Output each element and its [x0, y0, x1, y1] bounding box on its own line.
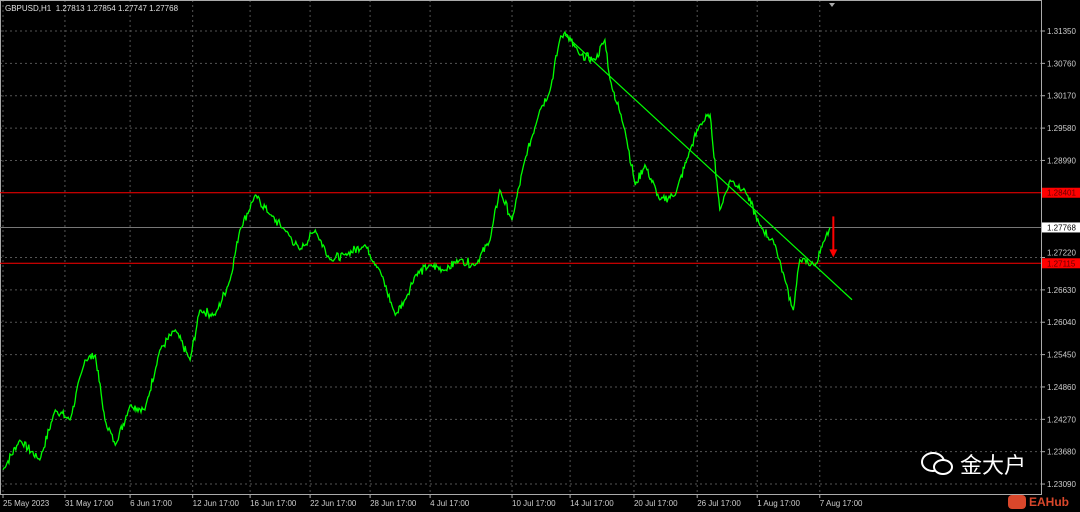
x-tick-label: 22 Jun 17:00 [310, 499, 357, 508]
ohlc-values: 1.27813 1.27854 1.27747 1.27768 [55, 4, 179, 13]
y-tick-label: 1.23680 [1047, 448, 1076, 457]
x-tick-label: 26 Jul 17:00 [697, 499, 741, 508]
y-tick-label: 1.27220 [1047, 248, 1076, 257]
plot-border [0, 0, 1042, 495]
wechat-icon [921, 452, 953, 475]
symbol-label: GBPUSD,H1 [5, 4, 52, 13]
chart-header: GBPUSD,H1 1.27813 1.27854 1.27747 1.2776… [5, 4, 178, 13]
y-tick-label: 1.26040 [1047, 318, 1076, 327]
x-tick-label: 10 Jul 17:00 [512, 499, 556, 508]
eahub-watermark: EAHub [1008, 495, 1069, 509]
x-tick-label: 6 Jun 17:00 [130, 499, 172, 508]
x-tick-label: 25 May 2023 [3, 499, 50, 508]
y-tick-label: 1.26630 [1047, 286, 1076, 295]
x-tick-label: 20 Jul 17:00 [634, 499, 678, 508]
current-price-label: 1.27768 [1047, 223, 1076, 232]
y-tick-label: 1.24860 [1047, 383, 1076, 392]
price-label: 1.27115 [1047, 259, 1076, 268]
eahub-text: EAHub [1029, 495, 1069, 509]
y-tick-label: 1.31350 [1047, 27, 1076, 36]
y-tick-label: 1.28990 [1047, 156, 1076, 165]
x-tick-label: 16 Jun 17:00 [250, 499, 297, 508]
arrow-down-icon [829, 249, 838, 258]
watermark: 金大户 [920, 448, 1026, 480]
y-tick-label: 1.29580 [1047, 124, 1076, 133]
y-tick-label: 1.30170 [1047, 92, 1076, 101]
y-tick-label: 1.25450 [1047, 351, 1076, 360]
eahub-logo-icon [1008, 495, 1026, 509]
y-tick-label: 1.30760 [1047, 59, 1076, 68]
x-tick-label: 7 Aug 17:00 [820, 499, 863, 508]
x-tick-label: 12 Jun 17:00 [193, 499, 240, 508]
x-tick-label: 28 Jun 17:00 [370, 499, 417, 508]
price-label-box [1042, 258, 1080, 269]
trendline [564, 34, 853, 301]
x-tick-label: 4 Jul 17:00 [430, 499, 470, 508]
y-tick-label: 1.24270 [1047, 415, 1076, 424]
price-label-box [1042, 187, 1080, 198]
x-tick-label: 14 Jul 17:00 [570, 499, 614, 508]
chart-shift-marker-icon [829, 3, 835, 7]
price-series-line [2, 30, 831, 471]
x-tick-label: 31 May 17:00 [65, 499, 114, 508]
current-price-box [1042, 222, 1080, 233]
y-tick-label: 1.23090 [1047, 480, 1076, 489]
watermark-text: 金大户 [960, 454, 1027, 479]
price-label: 1.28401 [1047, 189, 1076, 198]
x-tick-label: 1 Aug 17:00 [757, 499, 800, 508]
